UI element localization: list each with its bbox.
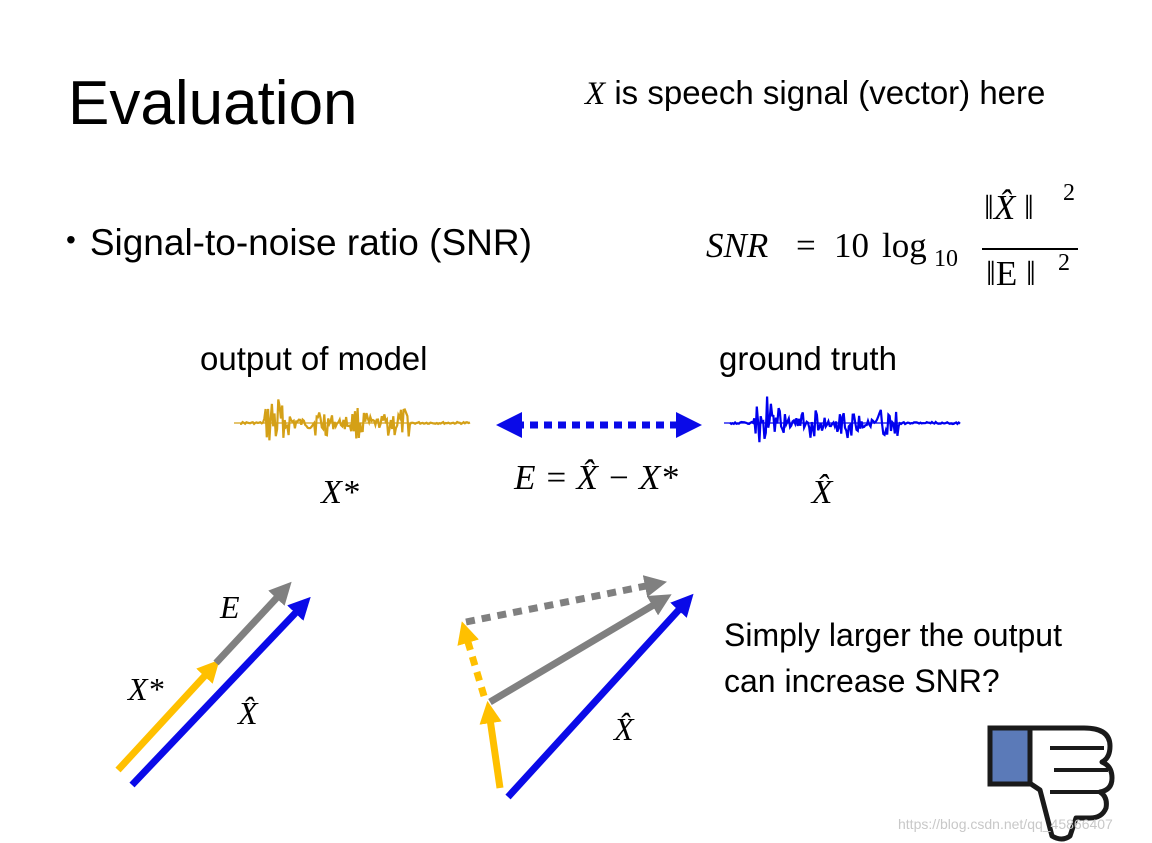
page-title: Evaluation: [68, 69, 358, 138]
vector-x-star-middle: [479, 700, 504, 789]
label-vector-x-star: X*: [126, 671, 164, 707]
vector-diagram-middle: X̂: [457, 575, 694, 800]
vector-x-hat-left: [129, 596, 311, 788]
label-x-star: X*: [319, 474, 359, 511]
vector-error-middle: [488, 594, 672, 706]
formula-equals: =: [796, 226, 816, 265]
vector-error-left: [213, 581, 292, 666]
vector-diagram-left: E X* X̂: [115, 581, 311, 788]
question-line-1: Simply larger the output: [724, 617, 1062, 653]
label-output-of-model: output of model: [200, 340, 428, 377]
bullet-dot: •: [66, 224, 76, 255]
label-x-hat: X̂: [810, 474, 834, 511]
arrowhead-left: [496, 412, 522, 438]
note-text: is speech signal (vector) here: [605, 74, 1046, 111]
formula-log-base: 10: [934, 246, 958, 272]
vector-x-star-left: [115, 659, 220, 773]
bullet-snr: • Signal-to-noise ratio (SNR): [66, 222, 532, 264]
formula-denominator-exponent: 2: [1058, 250, 1070, 276]
formula-denominator: ‖E ‖: [986, 254, 1036, 293]
bullet-text: Signal-to-noise ratio (SNR): [89, 222, 532, 263]
arrowhead-right: [676, 412, 702, 438]
question-text: Simply larger the output can increase SN…: [724, 612, 1062, 704]
label-vector-x-hat-left: X̂: [236, 695, 259, 731]
formula-fraction-bar: [982, 248, 1078, 250]
vector-error-scaled: [465, 575, 667, 626]
double-arrow: [496, 412, 702, 438]
thumbs-down-icon: [987, 725, 1115, 842]
label-vector-e: E: [219, 589, 240, 625]
question-line-2: can increase SNR?: [724, 663, 1000, 699]
output-waveform: [234, 399, 471, 441]
vector-x-hat-middle: [505, 593, 694, 800]
truth-waveform: [724, 396, 961, 443]
label-vector-x-hat-middle: X̂: [612, 711, 635, 747]
formula-log: log: [882, 226, 927, 265]
formula-lhs: SNR: [706, 226, 769, 265]
note-variable: X: [585, 76, 606, 112]
formula-numerator: ‖X̂ ‖: [984, 188, 1034, 227]
vector-x-star-scaled: [457, 621, 488, 697]
vector-note: X is speech signal (vector) here: [585, 74, 1045, 113]
watermark: https://blog.csdn.net/qq_45866407: [898, 816, 1113, 832]
formula-numerator-exponent: 2: [1063, 180, 1075, 206]
label-ground-truth: ground truth: [719, 340, 897, 377]
error-equation: E = X̂ − X*: [513, 457, 678, 497]
formula-coefficient: 10: [834, 226, 869, 265]
